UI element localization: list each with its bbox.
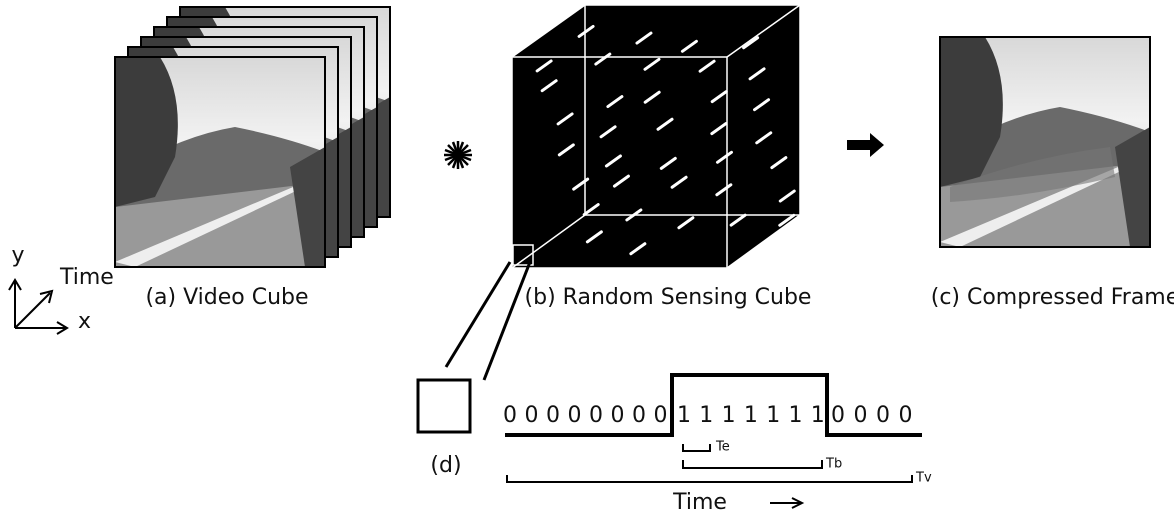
bit: 1 [722,403,736,428]
timing-label: Tb [825,457,842,472]
bit: 0 [525,403,539,428]
bit: 0 [632,403,646,428]
caption: (d) [430,453,461,478]
bit: 1 [699,403,713,428]
axes-icon [8,278,69,335]
sensing-dash [680,39,698,53]
axis-label: Time [59,265,114,290]
bit: 1 [744,403,758,428]
sensing-dash [656,117,674,131]
video-frame [114,56,326,268]
sensing-cube [511,4,801,269]
timing-brackets [506,444,913,509]
sensing-dash [710,90,728,104]
sensing-dash [643,90,661,104]
sensing-dash [715,150,733,164]
bit: 0 [611,403,625,428]
sensing-dash [753,98,771,112]
sensing-dash [670,175,688,189]
sensing-dash [599,125,617,139]
caption: (c) Compressed Frame [931,285,1174,310]
bit: 0 [589,403,603,428]
timing-label: Tv [915,471,932,486]
sensing-dash [625,208,643,222]
waveform [505,373,922,437]
bit: 0 [546,403,560,428]
sensing-dash [557,143,575,157]
sensing-dash [612,174,630,188]
zoom [416,261,532,434]
sensing-dash [770,156,788,170]
sensing-dash [572,177,590,191]
sensing-dash [582,203,600,217]
axis-label: x [78,309,91,334]
sensing-dash [577,24,595,38]
sensing-dash [556,112,574,126]
sensing-dash [755,131,773,145]
sensing-dash [535,59,553,73]
bit: 0 [876,403,890,428]
sensing-dash [659,156,677,170]
sensing-dash [742,36,760,50]
caption: (b) Random Sensing Cube [525,285,812,310]
sensing-dash [540,79,558,93]
sensing-dash [748,67,766,81]
sensing-dash [715,183,733,197]
sensing-dash [604,154,622,168]
sensing-dash [698,59,716,73]
sensing-dash [629,242,647,256]
bit: 1 [766,403,780,428]
bit: 1 [677,403,691,428]
axis-label: y [11,243,24,268]
sensing-dash [778,189,796,203]
video-cube [114,6,391,268]
convolution-star [444,141,472,169]
bit: 0 [831,403,845,428]
timing-label: Te [715,440,730,455]
bit: 0 [503,403,517,428]
bit: 0 [654,403,668,428]
bit: 0 [854,403,868,428]
sensing-dash [677,216,695,230]
bit: 0 [899,403,913,428]
sensing-dash [594,52,612,66]
caption: (a) Video Cube [145,285,308,310]
sensing-dash [635,31,653,45]
sensing-dash [532,26,550,40]
bit: 1 [789,403,803,428]
sensing-dash [778,213,796,227]
sensing-dash [606,95,624,109]
timing-label: Time [672,490,727,515]
sensing-dash [643,57,661,71]
arrow [847,133,884,157]
compressed-frame [939,36,1151,248]
bit: 1 [811,403,825,428]
sensing-dash [710,122,728,136]
bit: 0 [568,403,582,428]
sensing-dash [729,213,747,227]
sensing-dash [585,230,603,244]
